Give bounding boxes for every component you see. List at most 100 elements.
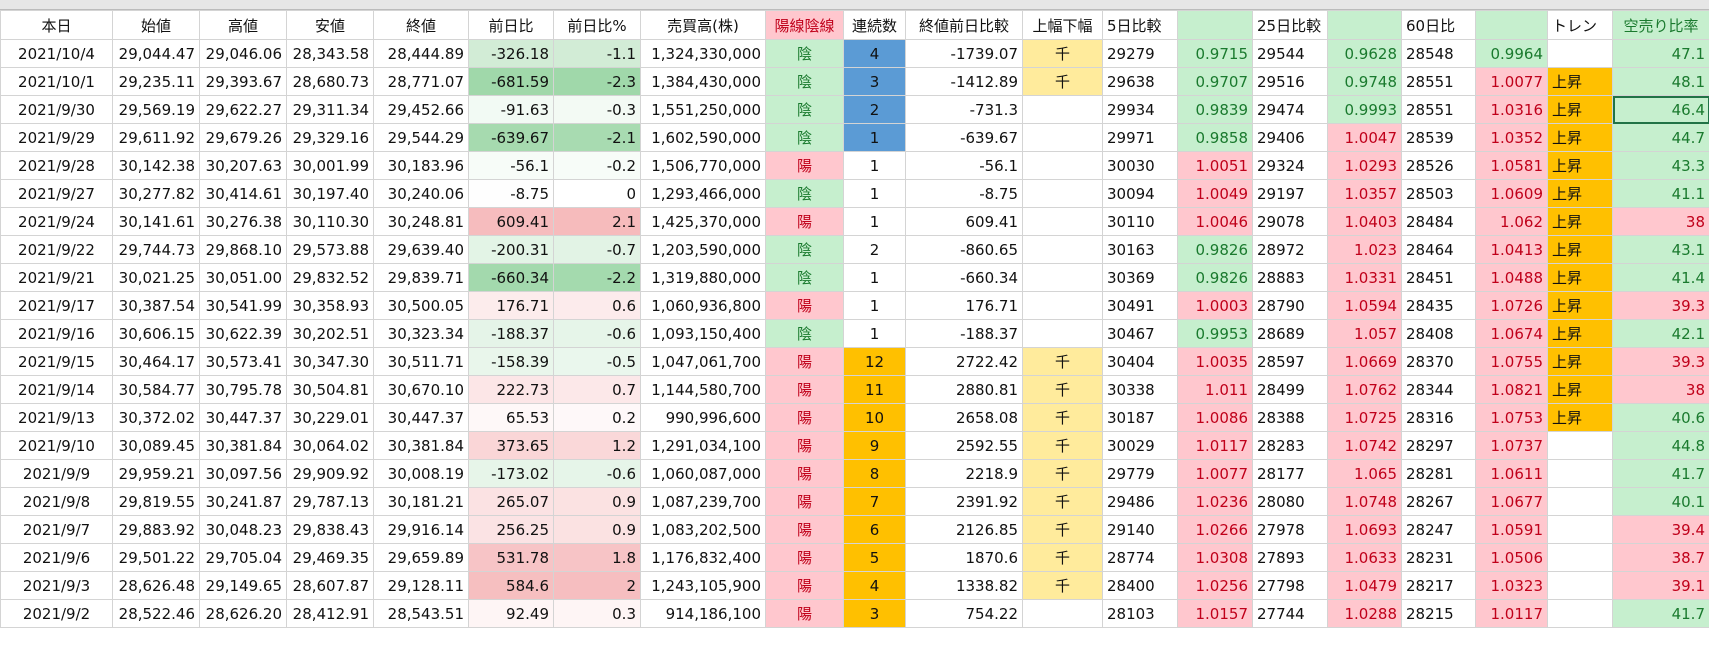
cell[interactable]: 29,501.22 xyxy=(112,543,200,572)
cell[interactable]: 48.1 xyxy=(1612,67,1709,96)
cell[interactable]: 256.25 xyxy=(468,515,554,544)
cell[interactable]: 1,324,330,000 xyxy=(640,39,766,68)
cell[interactable]: 29,705.04 xyxy=(199,543,287,572)
cell[interactable]: 41.4 xyxy=(1612,263,1709,292)
cell[interactable]: 千 xyxy=(1022,431,1103,460)
cell[interactable]: 30,001.99 xyxy=(286,151,374,180)
cell[interactable]: 陽 xyxy=(765,151,844,180)
cell[interactable]: 1,047,061,700 xyxy=(640,347,766,376)
cell[interactable]: 28217 xyxy=(1401,571,1476,600)
cell[interactable]: 29,916.14 xyxy=(373,515,469,544)
cell[interactable]: 30030 xyxy=(1102,151,1178,180)
cell[interactable]: 30,183.96 xyxy=(373,151,469,180)
cell[interactable]: 30,504.81 xyxy=(286,375,374,404)
cell[interactable] xyxy=(1547,571,1613,600)
cell[interactable]: 上昇 xyxy=(1547,403,1613,432)
cell[interactable]: 265.07 xyxy=(468,487,554,516)
cell[interactable]: 29,959.21 xyxy=(112,459,200,488)
cell[interactable]: -2.3 xyxy=(553,67,641,96)
cell[interactable] xyxy=(1022,179,1103,208)
header-cell[interactable]: 25日比較 xyxy=(1252,10,1328,40)
cell[interactable]: 30,323.34 xyxy=(373,319,469,348)
cell[interactable]: 30,202.51 xyxy=(286,319,374,348)
cell[interactable]: 1.0821 xyxy=(1475,375,1548,404)
cell[interactable]: 1.0591 xyxy=(1475,515,1548,544)
cell[interactable]: 43.1 xyxy=(1612,235,1709,264)
cell[interactable]: -1739.07 xyxy=(905,39,1023,68)
cell[interactable]: 29,311.34 xyxy=(286,95,374,124)
cell[interactable]: 上昇 xyxy=(1547,235,1613,264)
cell[interactable] xyxy=(1022,151,1103,180)
cell[interactable]: 1.0331 xyxy=(1327,263,1402,292)
cell[interactable] xyxy=(1022,599,1103,628)
cell[interactable]: 2021/9/30 xyxy=(0,95,113,124)
cell[interactable]: 30,795.78 xyxy=(199,375,287,404)
cell[interactable]: 40.1 xyxy=(1612,487,1709,516)
cell[interactable]: 0.9 xyxy=(553,487,641,516)
cell[interactable]: 27893 xyxy=(1252,543,1328,572)
cell[interactable] xyxy=(1022,123,1103,152)
cell[interactable]: 千 xyxy=(1022,543,1103,572)
cell[interactable]: -860.65 xyxy=(905,235,1023,264)
cell[interactable]: 29,044.47 xyxy=(112,39,200,68)
header-cell[interactable] xyxy=(1327,10,1402,40)
cell[interactable]: 44.8 xyxy=(1612,431,1709,460)
cell[interactable]: 上昇 xyxy=(1547,179,1613,208)
cell[interactable]: 27978 xyxy=(1252,515,1328,544)
cell[interactable] xyxy=(1547,459,1613,488)
cell[interactable]: 92.49 xyxy=(468,599,554,628)
cell[interactable]: 1.0742 xyxy=(1327,431,1402,460)
cell[interactable]: -1412.89 xyxy=(905,67,1023,96)
cell[interactable]: 28408 xyxy=(1401,319,1476,348)
cell[interactable]: 30369 xyxy=(1102,263,1178,292)
cell[interactable]: 28883 xyxy=(1252,263,1328,292)
cell[interactable]: 30,372.02 xyxy=(112,403,200,432)
cell[interactable]: 30,229.01 xyxy=(286,403,374,432)
cell[interactable]: 1.0316 xyxy=(1475,95,1548,124)
cell[interactable]: 30,573.41 xyxy=(199,347,287,376)
cell[interactable]: 陽 xyxy=(765,403,844,432)
cell[interactable] xyxy=(1547,543,1613,572)
cell[interactable]: -2.2 xyxy=(553,263,641,292)
cell[interactable]: 30,197.40 xyxy=(286,179,374,208)
cell[interactable] xyxy=(1547,487,1613,516)
cell[interactable]: -660.34 xyxy=(905,263,1023,292)
cell[interactable]: 29,329.16 xyxy=(286,123,374,152)
cell[interactable]: 30,097.56 xyxy=(199,459,287,488)
cell[interactable]: 1.0762 xyxy=(1327,375,1402,404)
cell[interactable]: 2021/9/14 xyxy=(0,375,113,404)
cell[interactable]: 28388 xyxy=(1252,403,1328,432)
cell[interactable]: 千 xyxy=(1022,515,1103,544)
header-cell[interactable]: 空売り比率 xyxy=(1612,10,1709,40)
cell[interactable]: 陽 xyxy=(765,599,844,628)
cell[interactable]: 30,248.81 xyxy=(373,207,469,236)
cell[interactable]: 1.0755 xyxy=(1475,347,1548,376)
cell[interactable]: 1.0236 xyxy=(1177,487,1253,516)
header-cell[interactable]: 始値 xyxy=(112,10,200,40)
cell[interactable]: 29,569.19 xyxy=(112,95,200,124)
cell[interactable]: 30,008.19 xyxy=(373,459,469,488)
cell[interactable] xyxy=(1547,599,1613,628)
cell[interactable]: 28215 xyxy=(1401,599,1476,628)
cell[interactable]: 30,240.06 xyxy=(373,179,469,208)
cell[interactable]: 28,771.07 xyxy=(373,67,469,96)
cell[interactable]: 29,544.29 xyxy=(373,123,469,152)
cell[interactable]: 30163 xyxy=(1102,235,1178,264)
cell[interactable]: 千 xyxy=(1022,67,1103,96)
cell[interactable]: 28103 xyxy=(1102,599,1178,628)
cell[interactable]: 29,838.43 xyxy=(286,515,374,544)
cell[interactable]: 28689 xyxy=(1252,319,1328,348)
cell[interactable]: 30,606.15 xyxy=(112,319,200,348)
cell[interactable]: 30,277.82 xyxy=(112,179,200,208)
cell[interactable]: 1.2 xyxy=(553,431,641,460)
cell[interactable]: 27744 xyxy=(1252,599,1328,628)
cell[interactable]: 陽 xyxy=(765,487,844,516)
cell[interactable]: 29971 xyxy=(1102,123,1178,152)
cell[interactable]: 2391.92 xyxy=(905,487,1023,516)
cell[interactable]: 1.0479 xyxy=(1327,571,1402,600)
cell[interactable]: 1,293,466,000 xyxy=(640,179,766,208)
cell[interactable]: 1.0581 xyxy=(1475,151,1548,180)
cell[interactable]: 29,639.40 xyxy=(373,235,469,264)
cell[interactable]: 2 xyxy=(553,571,641,600)
cell[interactable]: 28,626.20 xyxy=(199,599,287,628)
